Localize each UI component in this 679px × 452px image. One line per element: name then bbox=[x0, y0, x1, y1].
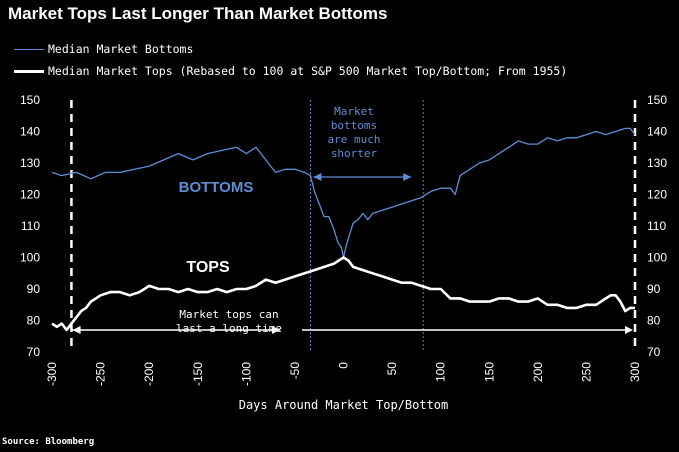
y-tick-label-left: 80 bbox=[27, 314, 41, 328]
y-tick-label-right: 110 bbox=[647, 219, 666, 233]
x-tick-label: 250 bbox=[579, 362, 593, 382]
y-tick-label-right: 80 bbox=[647, 314, 661, 328]
x-tick-label: 200 bbox=[531, 362, 545, 382]
legend-swatch-tops bbox=[14, 70, 44, 73]
tops-note-line: Market tops can bbox=[179, 308, 278, 321]
x-tick-label: 0 bbox=[337, 362, 351, 369]
legend-label-bottoms: Median Market Bottoms bbox=[48, 42, 194, 56]
bottoms-label: BOTTOMS bbox=[179, 179, 254, 196]
x-tick-label: -200 bbox=[142, 362, 156, 386]
y-tick-label-left: 110 bbox=[21, 219, 40, 233]
y-tick-label-right: 90 bbox=[647, 282, 661, 296]
bottoms-note-line: Market bbox=[334, 105, 374, 118]
x-axis-title: Days Around Market Top/Bottom bbox=[239, 398, 449, 412]
y-tick-label-right: 150 bbox=[647, 93, 667, 107]
bottoms-note-line: bottoms bbox=[331, 119, 377, 132]
y-tick-label-right: 130 bbox=[647, 156, 667, 170]
series-line-tops bbox=[51, 256, 635, 332]
y-tick-label-left: 150 bbox=[20, 93, 40, 107]
bottoms-arrow-head-right bbox=[403, 173, 412, 181]
chart-title: Market Tops Last Longer Than Market Bott… bbox=[8, 4, 388, 23]
x-tick-label: 50 bbox=[385, 362, 399, 376]
x-tick-label: -150 bbox=[191, 362, 205, 386]
x-tick-label: -300 bbox=[45, 362, 59, 386]
bottoms-arrow-head-left bbox=[313, 173, 322, 181]
x-tick-label: -250 bbox=[94, 362, 108, 386]
tops-arrow-left-head-right bbox=[272, 326, 280, 334]
legend-item-bottoms: Median Market Bottoms bbox=[14, 42, 193, 56]
y-tick-label-left: 70 bbox=[27, 345, 41, 359]
tops-arrow-left-head-left bbox=[72, 326, 81, 334]
legend-swatch-bottoms bbox=[14, 49, 44, 50]
bottoms-note-line: shorter bbox=[331, 147, 378, 160]
tops-note-line: last a long time bbox=[176, 322, 282, 335]
x-tick-label: 100 bbox=[434, 362, 448, 382]
y-tick-label-right: 70 bbox=[647, 345, 661, 359]
y-tick-label-left: 100 bbox=[20, 251, 40, 265]
bottoms-note-line: are much bbox=[328, 133, 381, 146]
y-tick-label-left: 130 bbox=[20, 156, 40, 170]
tops-label: TOPS bbox=[186, 259, 230, 276]
x-tick-label: -100 bbox=[239, 362, 253, 386]
legend-label-tops: Median Market Tops (Rebased to 100 at S&… bbox=[48, 64, 568, 78]
source-note: Source: Bloomberg bbox=[2, 437, 95, 447]
tops-arrow-right-head bbox=[625, 326, 633, 334]
y-tick-label-left: 90 bbox=[27, 282, 41, 296]
y-tick-label-left: 140 bbox=[20, 125, 40, 139]
y-tick-label-left: 120 bbox=[20, 188, 40, 202]
x-tick-label: 300 bbox=[628, 362, 642, 382]
series-line-bottoms bbox=[51, 127, 636, 259]
y-tick-label-right: 140 bbox=[647, 125, 667, 139]
legend-item-tops: Median Market Tops (Rebased to 100 at S&… bbox=[14, 64, 567, 78]
y-tick-label-right: 120 bbox=[647, 188, 667, 202]
x-tick-label: 150 bbox=[482, 362, 496, 382]
x-tick-label: -50 bbox=[288, 362, 302, 380]
y-tick-label-right: 100 bbox=[647, 251, 667, 265]
